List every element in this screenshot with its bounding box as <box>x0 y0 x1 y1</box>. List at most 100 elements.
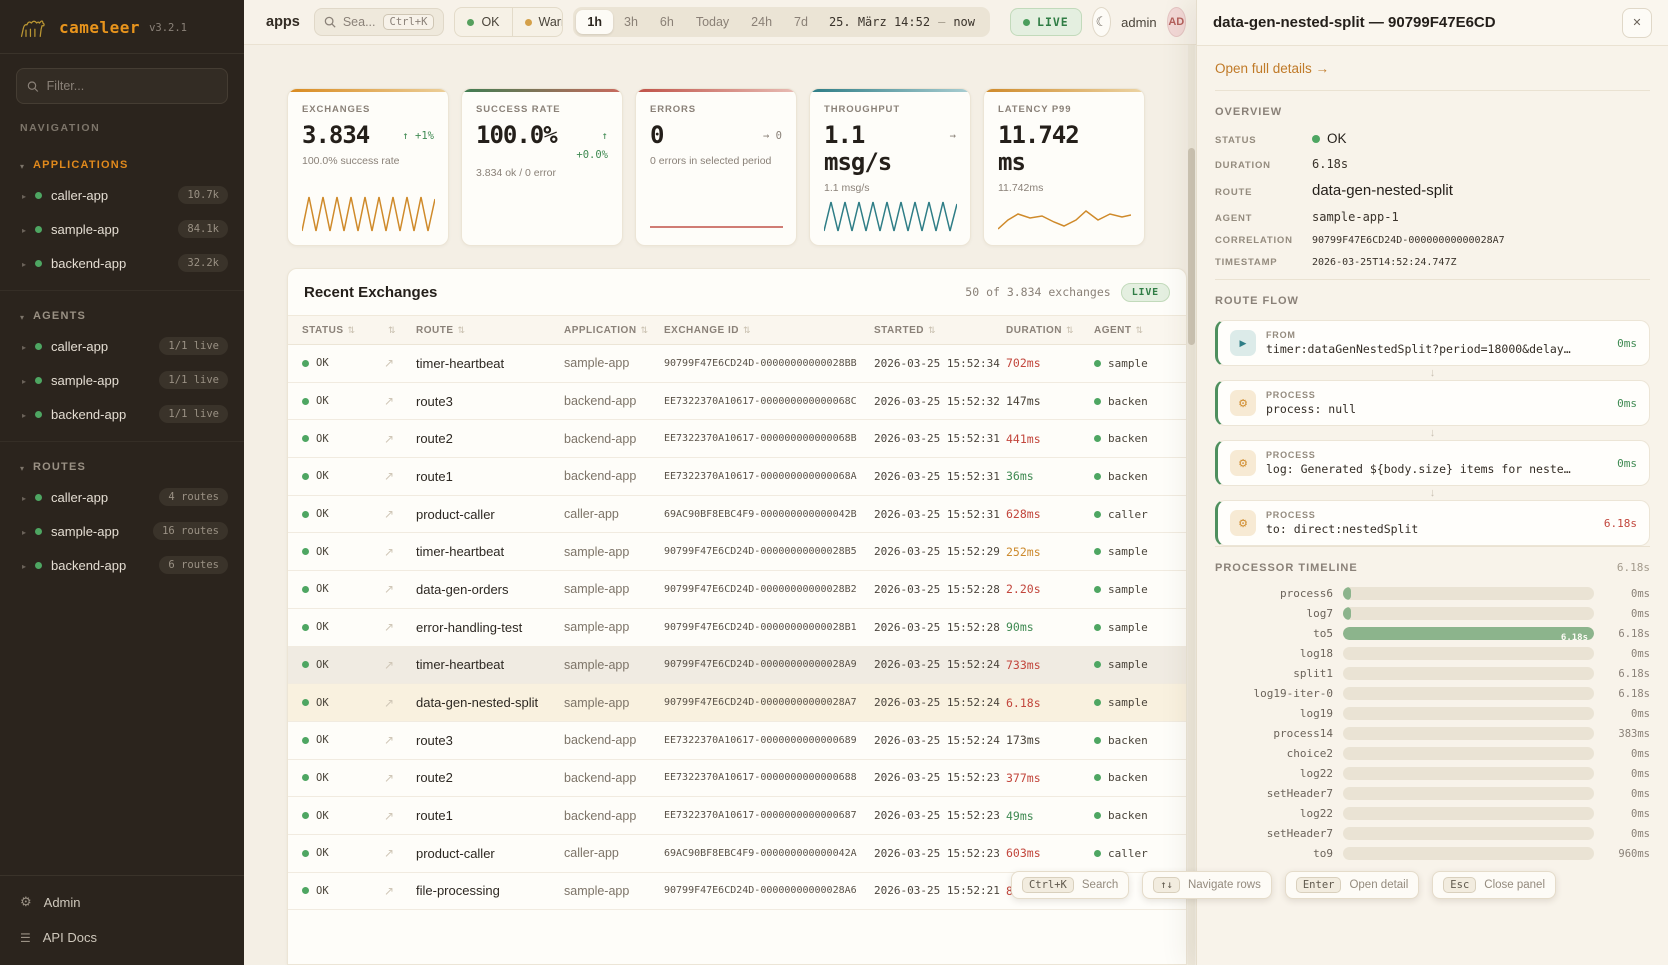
sidebar-item-route[interactable]: sample-app 16 routes <box>0 514 244 548</box>
stat-card-success-rate[interactable]: SUCCESS RATE 100.0% ↑ +0.0% 3.834 ok / 0… <box>461 88 623 246</box>
open-full-details-link[interactable]: Open full details → <box>1215 61 1330 76</box>
timeline-row[interactable]: to5 6.18s 6.18s <box>1215 627 1650 640</box>
open-detail-icon[interactable] <box>384 731 416 749</box>
table-row[interactable]: OK route2 backend-app EE7322370A10617-00… <box>288 420 1186 459</box>
sidebar-item-agent[interactable]: sample-app 1/1 live <box>0 363 244 397</box>
sidebar-item-api-docs[interactable]: API Docs <box>0 920 244 955</box>
sidebar-item-route[interactable]: backend-app 6 routes <box>0 548 244 582</box>
table-row[interactable]: OK data-gen-nested-split sample-app 9079… <box>288 684 1186 722</box>
avatar[interactable]: AD <box>1166 7 1187 37</box>
time-range-button[interactable]: 24h <box>740 10 783 34</box>
filter-input[interactable] <box>46 79 217 93</box>
table-row[interactable]: OK timer-heartbeat sample-app 90799F47E6… <box>288 533 1186 572</box>
timeline-row[interactable]: log22 0ms <box>1215 807 1650 820</box>
flow-step-card[interactable]: PROCESS process: null 0ms <box>1215 380 1650 426</box>
time-range-button[interactable]: 1h <box>576 10 613 34</box>
timeline-row[interactable]: process14 383ms <box>1215 727 1650 740</box>
sidebar-filter[interactable] <box>16 68 228 104</box>
table-row[interactable]: OK timer-heartbeat sample-app 90799F47E6… <box>288 646 1186 685</box>
column-header[interactable]: DURATION <box>1006 325 1094 336</box>
count-badge: 1/1 live <box>159 371 228 389</box>
timeline-row[interactable]: log19-iter-0 6.18s <box>1215 687 1650 700</box>
search-box[interactable]: Sea... Ctrl+K <box>313 8 445 36</box>
status-dot <box>1312 135 1320 143</box>
open-detail-icon[interactable] <box>384 618 416 636</box>
open-detail-icon[interactable] <box>384 694 416 712</box>
time-range-button[interactable]: 7d <box>783 10 819 34</box>
open-detail-icon[interactable] <box>384 769 416 787</box>
live-dot <box>1023 18 1031 26</box>
timeline-row[interactable]: process6 0ms <box>1215 587 1650 600</box>
count-badge: 10.7k <box>178 186 228 204</box>
table-row[interactable]: OK product-caller caller-app 69AC90BF8EB… <box>288 496 1186 534</box>
sidebar-item-agent[interactable]: backend-app 1/1 live <box>0 397 244 431</box>
table-row[interactable]: OK route1 backend-app EE7322370A10617-00… <box>288 797 1186 835</box>
column-header[interactable] <box>384 325 416 336</box>
timeline-row[interactable]: log7 0ms <box>1215 607 1650 620</box>
column-header[interactable]: APPLICATION <box>564 325 664 336</box>
date-range[interactable]: 25. März 14:52 — now <box>819 15 987 29</box>
sidebar-item-application[interactable]: caller-app 10.7k <box>0 178 244 212</box>
stat-card-errors[interactable]: ERRORS 0 → 0 0 errors in selected period <box>635 88 797 246</box>
sidebar-item-agent[interactable]: caller-app 1/1 live <box>0 329 244 363</box>
timeline-row[interactable]: to9 960ms <box>1215 847 1650 860</box>
open-detail-icon[interactable] <box>384 467 416 485</box>
flow-step-card[interactable]: PROCESS to: direct:nestedSplit 6.18s <box>1215 500 1650 546</box>
sidebar-item-route[interactable]: caller-app 4 routes <box>0 480 244 514</box>
group-header-agents[interactable]: AGENTS <box>0 299 244 329</box>
exchange-id-cell: 90799F47E6CD24D-00000000000028A6 <box>664 885 857 897</box>
table-row[interactable]: OK error-handling-test sample-app 90799F… <box>288 609 1186 647</box>
column-header[interactable]: AGENT <box>1094 325 1186 336</box>
step-type-icon <box>1230 330 1256 356</box>
live-toggle[interactable]: LIVE <box>1010 8 1082 36</box>
sidebar-item-application[interactable]: backend-app 32.2k <box>0 246 244 280</box>
status-dot <box>302 887 309 895</box>
stat-card-latency[interactable]: LATENCY P99 11.742 ms 11.742ms <box>983 88 1145 246</box>
table-row[interactable]: OK product-caller caller-app 69AC90BF8EB… <box>288 835 1186 873</box>
timeline-row[interactable]: split1 6.18s <box>1215 667 1650 680</box>
open-detail-icon[interactable] <box>384 844 416 862</box>
open-detail-icon[interactable] <box>384 430 416 448</box>
open-detail-icon[interactable] <box>384 882 416 900</box>
open-detail-icon[interactable] <box>384 543 416 561</box>
column-header[interactable]: STATUS <box>302 325 384 336</box>
table-row[interactable]: OK data-gen-orders sample-app 90799F47E6… <box>288 571 1186 609</box>
table-row[interactable]: OK route3 backend-app EE7322370A10617-00… <box>288 722 1186 760</box>
flow-step-card[interactable]: PROCESS log: Generated ${body.size} item… <box>1215 440 1650 486</box>
stat-card-exchanges[interactable]: EXCHANGES 3.834 ↑ +1% 100.0% success rat… <box>287 88 449 246</box>
time-range-button[interactable]: Today <box>685 10 740 34</box>
flow-step-card[interactable]: FROM timer:dataGenNestedSplit?period=180… <box>1215 320 1650 366</box>
open-detail-icon[interactable] <box>384 580 416 598</box>
timeline-row[interactable]: setHeader7 0ms <box>1215 787 1650 800</box>
sidebar-item-admin[interactable]: Admin <box>0 884 244 920</box>
group-header-applications[interactable]: APPLICATIONS <box>0 148 244 178</box>
timeline-row[interactable]: choice2 0ms <box>1215 747 1650 760</box>
stat-card-throughput[interactable]: THROUGHPUT 1.1 msg/s → 1.1 msg/s <box>809 88 971 246</box>
status-filter[interactable]: OK <box>455 8 511 36</box>
timeline-row[interactable]: setHeader7 0ms <box>1215 827 1650 840</box>
table-row[interactable]: OK route2 backend-app EE7322370A10617-00… <box>288 760 1186 798</box>
open-detail-icon[interactable] <box>384 505 416 523</box>
sidebar-item-application[interactable]: sample-app 84.1k <box>0 212 244 246</box>
theme-toggle[interactable] <box>1091 7 1112 37</box>
column-header[interactable]: STARTED <box>874 325 1006 336</box>
close-button[interactable] <box>1622 7 1652 38</box>
status-filter[interactable]: Warn <box>511 8 562 36</box>
open-detail-icon[interactable] <box>384 392 416 410</box>
timeline-row[interactable]: log18 0ms <box>1215 647 1650 660</box>
table-row[interactable]: OK route1 backend-app EE7322370A10617-00… <box>288 458 1186 496</box>
table-row[interactable]: OK timer-heartbeat sample-app 90799F47E6… <box>288 345 1186 383</box>
timeline-row[interactable]: log19 0ms <box>1215 707 1650 720</box>
column-header[interactable]: EXCHANGE ID <box>664 325 874 336</box>
open-detail-icon[interactable] <box>384 354 416 372</box>
column-header[interactable]: ROUTE <box>416 325 564 336</box>
time-range-button[interactable]: 3h <box>613 10 649 34</box>
open-detail-icon[interactable] <box>384 807 416 825</box>
time-range-button[interactable]: 6h <box>649 10 685 34</box>
chevron-down-icon <box>20 458 24 476</box>
scrollbar-thumb[interactable] <box>1188 148 1195 345</box>
timeline-row[interactable]: log22 0ms <box>1215 767 1650 780</box>
table-row[interactable]: OK route3 backend-app EE7322370A10617-00… <box>288 383 1186 421</box>
open-detail-icon[interactable] <box>384 656 416 674</box>
group-header-routes[interactable]: ROUTES <box>0 450 244 480</box>
